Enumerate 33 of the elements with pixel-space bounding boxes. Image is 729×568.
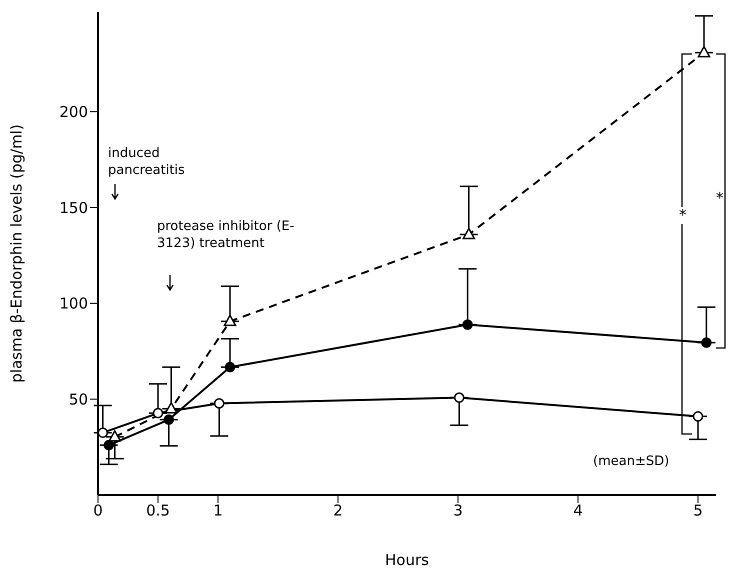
point xyxy=(98,427,108,438)
point xyxy=(692,411,704,422)
x-tick-label: 3 xyxy=(453,502,463,520)
point xyxy=(164,402,178,414)
x-tick-label: 0 xyxy=(93,502,103,520)
annotation: * xyxy=(716,189,724,207)
point xyxy=(701,337,712,348)
point xyxy=(104,440,114,450)
annotation: induced pancreatitis xyxy=(108,145,186,179)
point xyxy=(152,408,164,418)
point xyxy=(164,414,174,425)
point xyxy=(454,392,464,403)
point xyxy=(698,46,710,58)
x-tick-label: 4 xyxy=(573,502,583,520)
point xyxy=(214,398,224,409)
x-tick-label: 5 xyxy=(693,502,703,520)
point xyxy=(108,430,122,442)
point xyxy=(462,319,473,330)
annotation: (mean±SD) xyxy=(593,453,670,470)
y-tick-label: 50 xyxy=(68,390,88,408)
x-tick-label: 0.5 xyxy=(146,502,170,520)
annotation: * xyxy=(679,206,686,224)
point xyxy=(462,228,476,240)
point xyxy=(224,314,236,326)
point xyxy=(224,362,236,372)
y-tick-label: 150 xyxy=(59,198,88,217)
y-tick-label: 200 xyxy=(59,102,88,121)
x-tick-label: 1 xyxy=(213,502,223,520)
x-tick-label: 2 xyxy=(333,502,343,520)
y-axis-title: plasma β-Endorphin levels (pg/ml) xyxy=(7,124,26,383)
x-axis-title: Hours xyxy=(385,551,430,568)
annotation: protease inhibitor (E-3123) treatment xyxy=(157,218,296,252)
y-tick-label: 100 xyxy=(59,294,88,313)
